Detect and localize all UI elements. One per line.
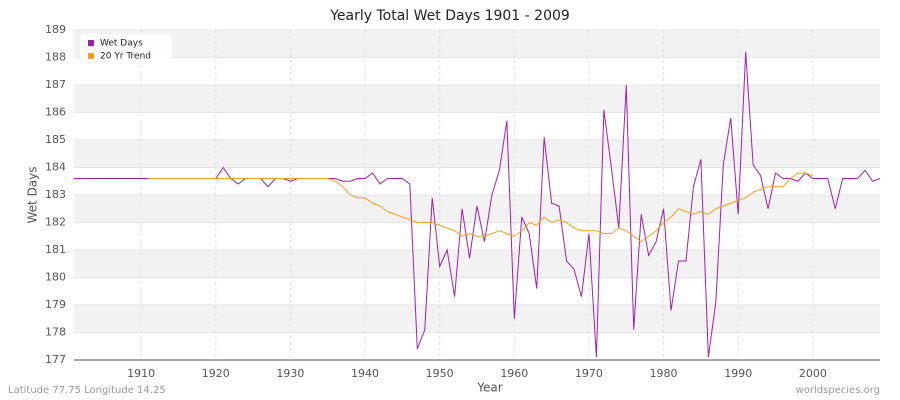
line-series bbox=[148, 172, 814, 243]
y-tick-label: 186 bbox=[45, 106, 66, 119]
x-tick-label: 1920 bbox=[202, 367, 230, 380]
x-tick-label: 1940 bbox=[351, 367, 379, 380]
y-tick-label: 188 bbox=[45, 51, 66, 64]
footer-right: worldspecies.org bbox=[796, 385, 880, 396]
y-tick-label: 178 bbox=[45, 326, 66, 339]
y-tick-label: 187 bbox=[45, 78, 66, 91]
x-tick-label: 1990 bbox=[724, 367, 752, 380]
legend-swatch bbox=[88, 40, 94, 46]
y-axis-label: Wet Days bbox=[26, 166, 40, 223]
y-tick-label: 185 bbox=[45, 133, 66, 146]
x-tick-label: 1950 bbox=[426, 367, 454, 380]
y-tick-label: 183 bbox=[45, 188, 66, 201]
chart-title: Yearly Total Wet Days 1901 - 2009 bbox=[329, 8, 570, 24]
x-tick-label: 1910 bbox=[127, 367, 155, 380]
y-tick-label: 177 bbox=[45, 353, 66, 366]
x-axis-label: Year bbox=[476, 381, 502, 395]
grid-band bbox=[74, 305, 880, 333]
y-tick-label: 189 bbox=[45, 23, 66, 36]
x-tick-label: 1930 bbox=[276, 367, 304, 380]
x-tick-label: 1970 bbox=[575, 367, 603, 380]
legend-label: 20 Yr Trend bbox=[100, 52, 151, 62]
y-tick-label: 180 bbox=[45, 271, 66, 284]
grid-band bbox=[74, 30, 880, 58]
x-tick-label: 2000 bbox=[799, 367, 827, 380]
legend-box bbox=[80, 34, 172, 64]
grid-band bbox=[74, 85, 880, 113]
y-tick-label: 181 bbox=[45, 243, 66, 256]
y-tick-label: 182 bbox=[45, 216, 66, 229]
x-tick-label: 1960 bbox=[500, 367, 528, 380]
x-tick-label: 1980 bbox=[650, 367, 678, 380]
footer-left: Latitude 77.75 Longitude 14.25 bbox=[8, 385, 166, 396]
grid-band bbox=[74, 140, 880, 168]
legend-label: Wet Days bbox=[100, 39, 143, 49]
y-tick-label: 184 bbox=[45, 161, 66, 174]
y-tick-label: 179 bbox=[45, 298, 66, 311]
legend-swatch bbox=[88, 53, 94, 59]
grid-band bbox=[74, 250, 880, 278]
